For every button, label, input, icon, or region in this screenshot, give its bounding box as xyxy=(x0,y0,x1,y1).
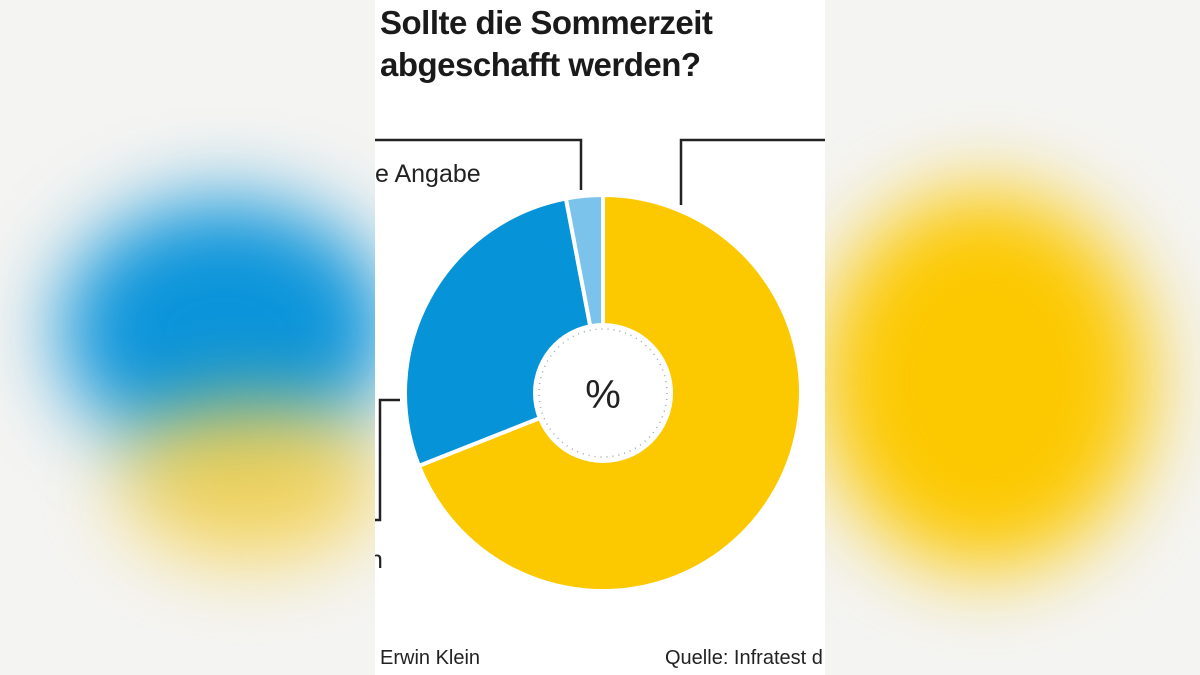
author-credit: Erwin Klein xyxy=(380,647,481,669)
chart-panel: Sollte die Sommerzeit abgeschafft werden… xyxy=(375,0,825,675)
donut-chart: % xyxy=(375,138,825,593)
leader-line-no-answer xyxy=(375,138,583,190)
leader-line-no xyxy=(375,398,400,522)
label-no-answer: e Angabe xyxy=(375,160,481,188)
donut-hole xyxy=(533,323,673,463)
label-fragment: n xyxy=(375,546,383,574)
tick-ring xyxy=(538,328,668,458)
center-label: % xyxy=(585,373,621,417)
chart-title: Sollte die Sommerzeit abgeschafft werden… xyxy=(380,4,713,83)
leader-line-yes xyxy=(679,138,825,205)
source-credit: Quelle: Infratest d xyxy=(665,647,823,669)
